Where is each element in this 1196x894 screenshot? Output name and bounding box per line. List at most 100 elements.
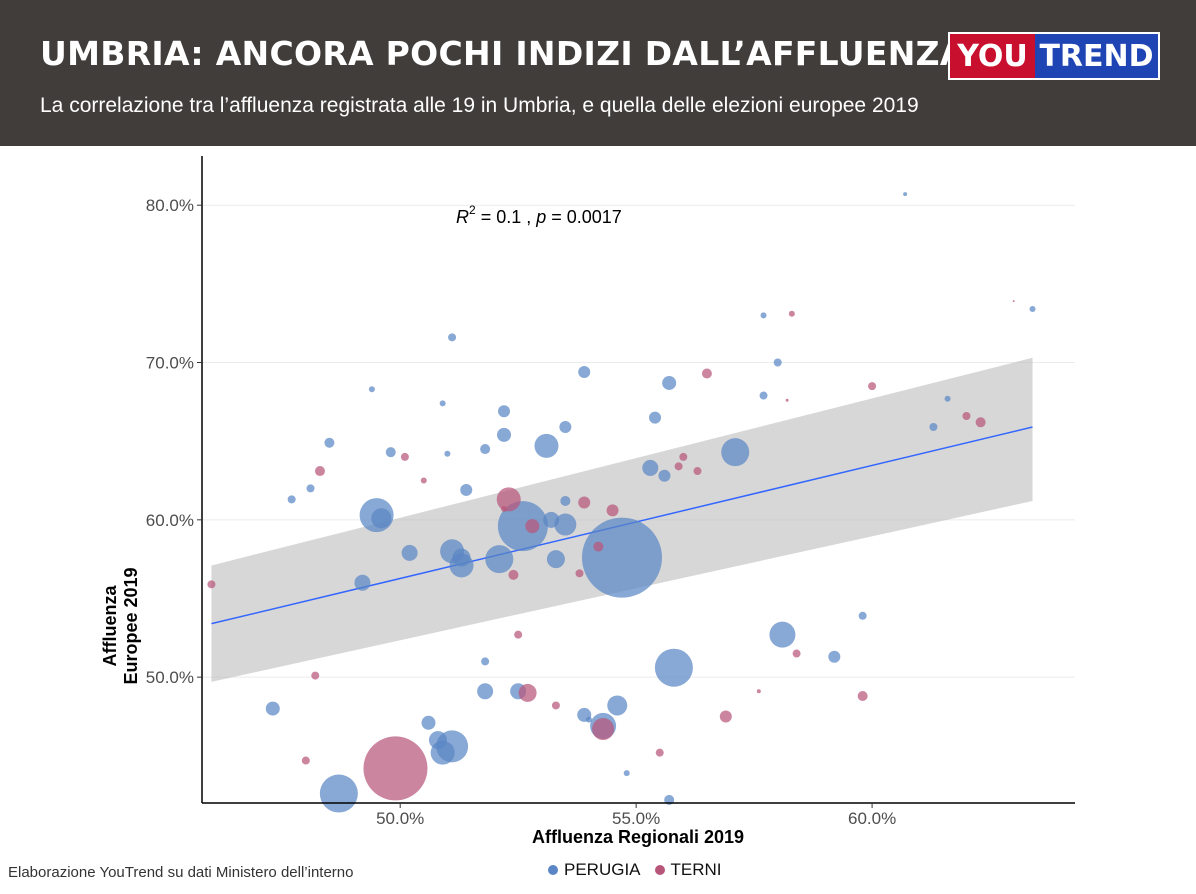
point-perugia [773, 358, 782, 367]
point-perugia [578, 365, 591, 378]
point-perugia [460, 483, 473, 496]
point-terni [400, 452, 409, 461]
legend-item-terni: TERNI [654, 860, 722, 880]
point-terni [575, 569, 584, 578]
point-perugia [607, 695, 628, 716]
point-terni [593, 541, 604, 552]
x-tick-label: 50.0% [376, 809, 424, 828]
point-perugia [385, 447, 396, 458]
point-perugia [265, 701, 280, 716]
point-perugia [546, 550, 565, 569]
r2-superscript: 2 [469, 203, 476, 217]
point-perugia [1029, 306, 1036, 313]
y-tick-label: 60.0% [146, 511, 194, 530]
point-terni [514, 630, 523, 639]
legend-dot-terni [654, 865, 665, 875]
point-terni [496, 487, 521, 512]
y-axis-label-line2: Europee 2019 [121, 567, 141, 684]
point-terni [578, 496, 591, 509]
point-terni [508, 569, 519, 580]
point-perugia [497, 427, 512, 442]
point-perugia [498, 405, 511, 418]
point-terni [655, 748, 664, 757]
point-perugia [559, 421, 572, 434]
p-label: p [535, 207, 546, 227]
point-perugia [287, 495, 296, 504]
point-perugia [428, 731, 447, 750]
point-perugia [480, 444, 491, 455]
header-bar: UMBRIA: ANCORA POCHI INDIZI DALL’AFFLUEN… [0, 0, 1196, 146]
point-perugia [319, 774, 358, 813]
point-terni [525, 519, 540, 534]
point-perugia [534, 433, 559, 458]
point-terni [301, 756, 310, 765]
r2-value: = 0.1 , [476, 207, 537, 227]
point-terni [420, 477, 427, 484]
point-terni [857, 691, 868, 702]
point-perugia [828, 650, 841, 663]
point-terni [693, 467, 702, 476]
point-perugia [543, 511, 560, 528]
point-terni [592, 718, 615, 741]
youtrend-logo: YOU TREND [948, 32, 1160, 80]
r2-label: R [456, 207, 469, 227]
point-terni [868, 382, 877, 391]
x-tick-label: 60.0% [848, 809, 896, 828]
point-perugia [858, 611, 867, 620]
x-axis-label: Affluenza Regionali 2019 [532, 827, 744, 847]
point-perugia [944, 395, 951, 402]
point-perugia [421, 715, 436, 730]
legend-item-perugia: PERUGIA [548, 860, 641, 880]
point-perugia [448, 333, 457, 342]
point-terni [788, 310, 795, 317]
point-perugia [760, 312, 767, 319]
point-terni [975, 417, 986, 428]
point-perugia [654, 648, 693, 687]
page-title: UMBRIA: ANCORA POCHI INDIZI DALL’AFFLUEN… [40, 34, 966, 73]
point-perugia [560, 495, 571, 506]
point-terni [962, 412, 971, 420]
point-perugia [368, 386, 375, 393]
legend-dot-perugia [548, 865, 558, 875]
point-perugia [642, 459, 659, 476]
point-terni [719, 710, 732, 723]
x-tick-label: 55.0% [612, 809, 660, 828]
point-perugia [371, 508, 392, 529]
logo-right-part: TREND [1035, 34, 1158, 78]
point-perugia [769, 621, 796, 648]
y-tick-label: 70.0% [146, 354, 194, 373]
point-perugia [477, 683, 494, 700]
point-perugia [485, 545, 514, 574]
point-perugia [444, 450, 451, 457]
p-value: = 0.0017 [546, 207, 622, 227]
point-perugia [497, 501, 548, 552]
point-terni [363, 736, 428, 801]
point-terni [792, 649, 801, 658]
legend-label-perugia: PERUGIA [564, 860, 641, 879]
source-note: Elaborazione YouTrend su dati Ministero … [8, 864, 354, 881]
y-tick-label: 80.0% [146, 196, 194, 215]
point-perugia [585, 716, 592, 723]
point-perugia [554, 513, 577, 536]
point-perugia [649, 411, 662, 424]
point-perugia [306, 484, 315, 493]
point-perugia [759, 391, 768, 400]
point-terni [207, 580, 216, 589]
point-terni [606, 504, 619, 517]
point-terni [701, 368, 712, 379]
point-perugia [452, 548, 471, 567]
point-terni [785, 398, 789, 402]
point-perugia [354, 574, 371, 591]
point-terni [551, 701, 560, 710]
y-axis-label-line1: Affluenza [100, 585, 120, 667]
point-perugia [324, 437, 335, 448]
scatter-chart: 50.0% 55.0% 60.0% 50.0% 60.0% 70.0% 80.0% R2 … [100, 156, 1075, 847]
point-perugia [401, 544, 418, 561]
x-axis-ticks: 50.0% 55.0% 60.0% [376, 803, 896, 828]
logo-left-part: YOU [950, 34, 1035, 78]
page-subtitle: La correlazione tra l’affluenza registra… [40, 94, 919, 117]
point-terni [518, 683, 537, 702]
point-perugia [581, 517, 662, 598]
point-terni [679, 452, 688, 461]
legend-label-terni: TERNI [670, 860, 722, 879]
